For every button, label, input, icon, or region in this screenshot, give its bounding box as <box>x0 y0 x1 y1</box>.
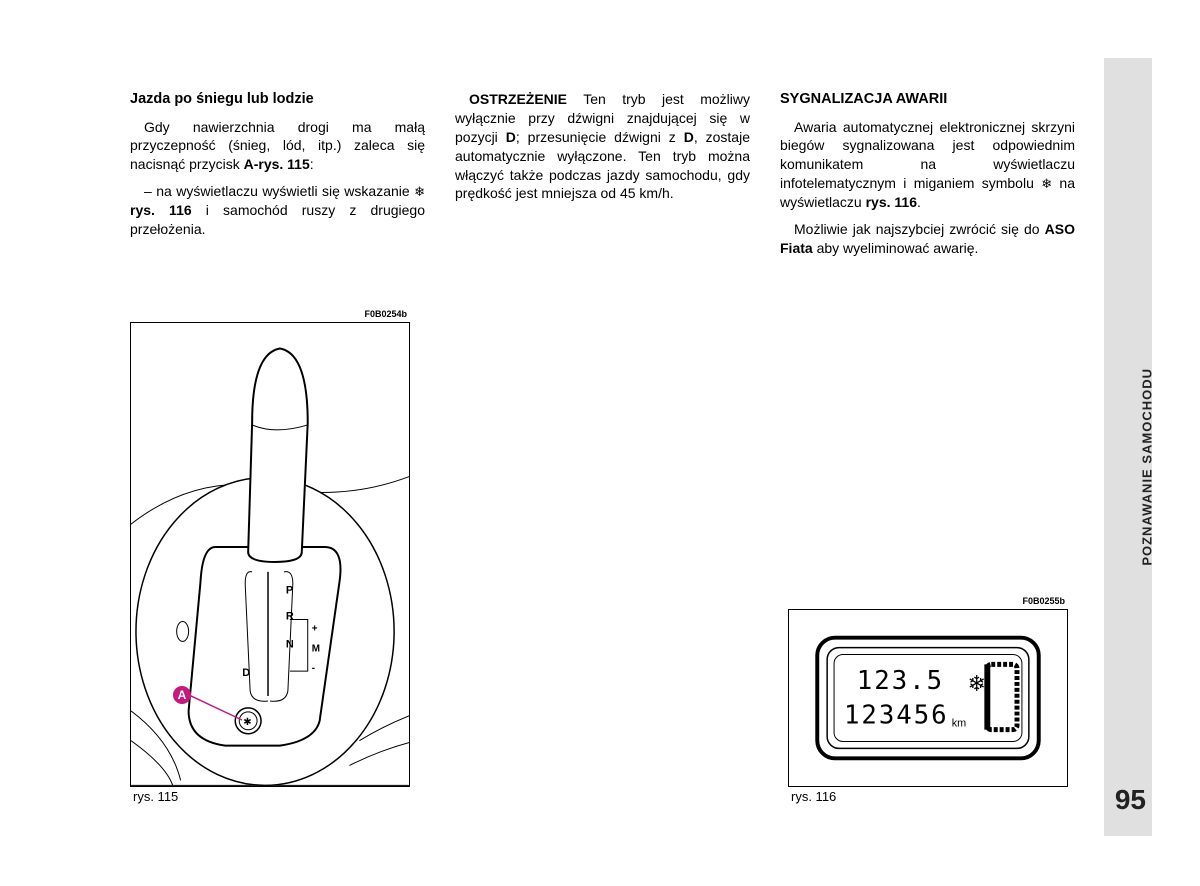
col2-p1: OSTRZEŻENIE Ten tryb jest możliwy wyłącz… <box>455 90 750 203</box>
manual-page: Jazda po śniegu lub lodzie Gdy nawierzch… <box>0 0 1200 886</box>
callout-line <box>189 695 244 722</box>
col1-p2-ref: rys. 116 <box>130 202 192 218</box>
fig116-caption: rys. 116 <box>791 789 836 804</box>
gear-p-label: P <box>286 585 293 597</box>
odo-value: 123456 <box>844 701 949 731</box>
col3-p1: Awaria automatycznej elektronicznej skrz… <box>780 118 1075 212</box>
fig116-code: F0B0255b <box>1022 596 1065 606</box>
column-2: OSTRZEŻENIE Ten tryb jest możliwy wyłącz… <box>455 90 750 266</box>
col1-heading: Jazda po śniegu lub lodzie <box>130 90 425 110</box>
col3-p1-after: . <box>917 194 921 210</box>
col3-p2: Możliwie jak najszybciej zwrócić się do … <box>780 220 1075 258</box>
text-columns: Jazda po śniegu lub lodzie Gdy nawierzch… <box>130 90 1200 266</box>
col1-p2-before: – na wyświetlaczu wyświetli się wskazani… <box>144 183 414 199</box>
gear-shifter-illustration: P R N D + M - ✱ <box>131 323 409 786</box>
figure-115: F0B0254b P R N D + M - <box>130 322 410 787</box>
snowflake-icon: ❄ <box>1041 176 1052 191</box>
col3-p1-ref: rys. 116 <box>866 194 917 210</box>
col1-p1-ref: A-rys. 115 <box>244 156 310 172</box>
column-1: Jazda po śniegu lub lodzie Gdy nawierzch… <box>130 90 425 266</box>
km-label: km <box>952 718 966 730</box>
trip-value: 123.5 <box>857 666 944 696</box>
col2-p1-d2: D <box>684 129 694 145</box>
gear-plus-label: + <box>312 623 318 634</box>
col1-p1: Gdy nawierzchnia drogi ma małą przyczepn… <box>130 118 425 175</box>
col1-p1-colon: : <box>310 156 314 172</box>
snowflake-icon: ✱ <box>243 717 251 728</box>
gear-m-label: M <box>312 643 320 654</box>
figure-116: F0B0255b 123.5 123456 km ❄ rys. 116 <box>788 609 1068 787</box>
col2-p1-d1: D <box>506 129 516 145</box>
odometer-display-illustration: 123.5 123456 km ❄ <box>789 610 1067 786</box>
col2-p1-warn: OSTRZEŻENIE <box>469 91 567 107</box>
col1-p2: – na wyświetlaczu wyświetli się wskazani… <box>130 182 425 239</box>
gear-r-label: R <box>286 611 294 623</box>
gear-n-label: N <box>286 638 294 650</box>
snowflake-icon: ❄ <box>968 671 986 696</box>
col3-p2-after: aby wyeliminować awarię. <box>813 240 979 256</box>
snowflake-icon: ❄ <box>414 184 425 199</box>
column-3: SYGNALIZACJA AWARII Awaria automatycznej… <box>780 90 1075 266</box>
fig115-caption: rys. 115 <box>133 789 178 804</box>
page-number: 95 <box>1115 784 1146 816</box>
gear-d-label: D <box>242 667 250 679</box>
col3-p1-before: Awaria automatycznej elektronicznej skrz… <box>780 119 1075 192</box>
col2-p1-m2: ; przesunięcie dźwigni z <box>516 129 684 145</box>
col3-p2-before: Możliwie jak najszybciej zwrócić się do <box>794 221 1045 237</box>
gear-minus-label: - <box>312 663 315 674</box>
chapter-tab-label: POZNAWANIE SAMOCHODU <box>1140 368 1155 566</box>
chapter-tab: POZNAWANIE SAMOCHODU <box>1104 58 1152 836</box>
fig115-code: F0B0254b <box>364 309 407 319</box>
col3-heading: SYGNALIZACJA AWARII <box>780 90 1075 110</box>
